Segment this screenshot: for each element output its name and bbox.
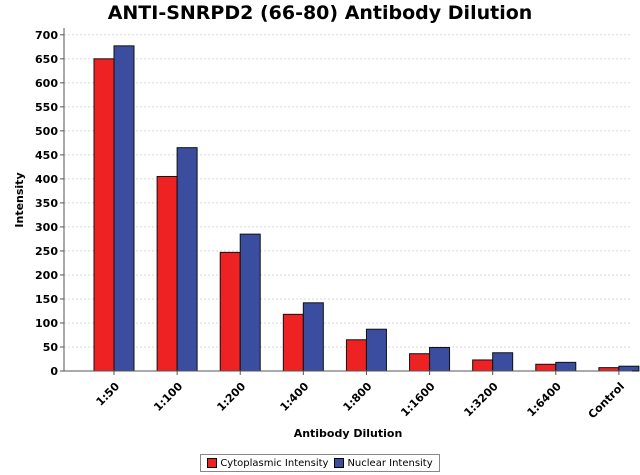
y-tick-label: 700 xyxy=(35,29,58,42)
x-tick-label: Control xyxy=(586,380,627,421)
y-tick-label: 100 xyxy=(35,317,58,330)
bar xyxy=(472,359,494,372)
legend: Cytoplasmic Intensity Nuclear Intensity xyxy=(200,454,440,472)
y-tick-label: 600 xyxy=(35,77,58,90)
bar xyxy=(113,45,135,372)
y-tick-label: 200 xyxy=(35,269,58,282)
bar xyxy=(555,361,577,372)
legend-item-nuclear: Nuclear Intensity xyxy=(334,457,433,469)
y-tick-label: 350 xyxy=(35,197,58,210)
x-tick-label: 1:1600 xyxy=(398,380,438,420)
x-tick-label: 1:200 xyxy=(214,380,248,414)
y-tick-label: 450 xyxy=(35,149,58,162)
legend-swatch-cytoplasmic xyxy=(207,458,218,468)
bar xyxy=(429,346,451,372)
bar xyxy=(409,353,431,372)
y-tick-label: 400 xyxy=(35,173,58,186)
bar xyxy=(156,175,178,372)
bar xyxy=(345,339,367,372)
bars xyxy=(93,45,640,372)
y-tick-labels: 0 50 100 150 200 250 300 350 400 450 500 550 600 650 7… xyxy=(35,29,58,378)
bar xyxy=(282,313,304,372)
x-tick-label: 1:800 xyxy=(341,380,375,414)
y-tick-label: 50 xyxy=(43,341,59,354)
legend-swatch-nuclear xyxy=(334,458,345,468)
y-tick-label: 300 xyxy=(35,221,58,234)
bar xyxy=(93,58,115,372)
bar xyxy=(219,251,241,372)
bar xyxy=(618,365,640,372)
y-tick-label: 500 xyxy=(35,125,58,138)
grid-lines xyxy=(64,34,632,348)
y-axis-label: Intensity xyxy=(13,172,26,227)
x-tick-label: 1:6400 xyxy=(525,380,565,420)
y-tick-label: 250 xyxy=(35,245,58,258)
bar xyxy=(302,302,324,372)
axes xyxy=(60,28,632,375)
bar xyxy=(492,352,514,372)
y-tick-label: 550 xyxy=(35,101,58,114)
y-tick-label: 0 xyxy=(50,365,58,378)
bar xyxy=(535,363,557,372)
x-tick-label: 1:3200 xyxy=(461,380,501,420)
bar xyxy=(176,147,198,372)
x-tick-labels: 1:50 1:100 1:200 1:400 1:800 1:1600 1:3200 1:64… xyxy=(94,380,627,422)
x-tick-label: 1:400 xyxy=(278,380,312,414)
y-tick-label: 650 xyxy=(35,53,58,66)
bar xyxy=(598,367,620,372)
x-tick-label: 1:100 xyxy=(151,380,185,414)
x-axis-label: Antibody Dilution xyxy=(294,427,403,440)
chart-title: ANTI-SNRPD2 (66-80) Antibody Dilution xyxy=(107,2,533,24)
x-tick-label: 1:50 xyxy=(94,380,123,409)
y-tick-label: 150 xyxy=(35,293,58,306)
legend-label-cytoplasmic: Cytoplasmic Intensity xyxy=(220,457,329,469)
bar xyxy=(365,328,387,372)
legend-item-cytoplasmic: Cytoplasmic Intensity xyxy=(207,458,328,469)
legend-label-nuclear: Nuclear Intensity xyxy=(347,457,433,469)
bar xyxy=(239,233,261,372)
